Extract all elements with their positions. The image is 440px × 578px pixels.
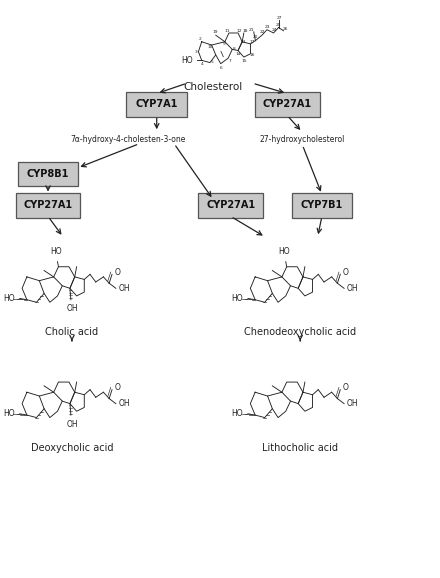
Text: 19: 19 xyxy=(213,30,218,34)
FancyBboxPatch shape xyxy=(16,193,81,217)
Text: 27: 27 xyxy=(277,16,282,20)
Text: CYP27A1: CYP27A1 xyxy=(23,201,73,210)
Text: 8: 8 xyxy=(233,47,235,51)
Text: Cholic acid: Cholic acid xyxy=(45,327,99,337)
Text: 7: 7 xyxy=(228,59,231,63)
Text: 3: 3 xyxy=(194,50,197,54)
Text: OH: OH xyxy=(347,284,358,293)
Text: 10: 10 xyxy=(207,45,213,49)
Text: 25: 25 xyxy=(275,23,281,27)
Text: HO: HO xyxy=(181,56,193,65)
Text: 17: 17 xyxy=(250,40,255,44)
Text: HO: HO xyxy=(231,294,243,303)
Text: O: O xyxy=(343,268,349,277)
Text: 20: 20 xyxy=(253,35,258,39)
Text: 14: 14 xyxy=(235,52,241,56)
FancyBboxPatch shape xyxy=(255,92,319,117)
Text: 16: 16 xyxy=(250,53,255,57)
Text: CYP27A1: CYP27A1 xyxy=(206,201,255,210)
Text: HO: HO xyxy=(3,409,15,418)
Text: HO: HO xyxy=(278,247,290,256)
Text: Cholesterol: Cholesterol xyxy=(183,82,243,92)
Text: 7α-hydroxy-4-cholesten-3-one: 7α-hydroxy-4-cholesten-3-one xyxy=(71,135,186,143)
Text: OH: OH xyxy=(66,420,78,429)
FancyBboxPatch shape xyxy=(126,92,187,117)
Text: OH: OH xyxy=(118,284,130,293)
Text: 4: 4 xyxy=(201,62,204,66)
Text: 13: 13 xyxy=(241,40,246,44)
Text: 11: 11 xyxy=(224,29,230,33)
Text: O: O xyxy=(115,383,121,392)
Text: 27-hydroxycholesterol: 27-hydroxycholesterol xyxy=(260,135,345,143)
Text: O: O xyxy=(115,268,121,277)
Text: HO: HO xyxy=(231,409,243,418)
Text: OH: OH xyxy=(118,399,130,408)
Text: 24: 24 xyxy=(271,28,277,32)
Text: 15: 15 xyxy=(242,58,247,62)
Text: 6: 6 xyxy=(219,66,222,70)
Text: HO: HO xyxy=(50,247,62,256)
FancyBboxPatch shape xyxy=(18,162,78,186)
Text: 18: 18 xyxy=(242,29,248,33)
Text: CYP27A1: CYP27A1 xyxy=(263,99,312,109)
Text: CYP7B1: CYP7B1 xyxy=(301,201,343,210)
Text: 2: 2 xyxy=(199,38,202,42)
Text: HO: HO xyxy=(3,294,15,303)
Text: OH: OH xyxy=(347,399,358,408)
Text: 21: 21 xyxy=(249,28,254,32)
Text: 9: 9 xyxy=(223,42,226,46)
Text: 5: 5 xyxy=(210,60,213,64)
Text: CYP8B1: CYP8B1 xyxy=(27,169,69,179)
Text: OH: OH xyxy=(66,305,78,313)
FancyBboxPatch shape xyxy=(292,193,352,217)
FancyBboxPatch shape xyxy=(198,193,263,217)
Text: 12: 12 xyxy=(237,29,242,33)
Text: CYP7A1: CYP7A1 xyxy=(136,99,178,109)
Text: 22: 22 xyxy=(260,30,265,34)
Text: O: O xyxy=(343,383,349,392)
Text: 26: 26 xyxy=(282,27,288,31)
Text: 23: 23 xyxy=(264,25,270,29)
Text: Lithocholic acid: Lithocholic acid xyxy=(262,443,338,453)
Text: Deoxycholic acid: Deoxycholic acid xyxy=(31,443,113,453)
Text: Chenodeoxycholic acid: Chenodeoxycholic acid xyxy=(244,327,356,337)
